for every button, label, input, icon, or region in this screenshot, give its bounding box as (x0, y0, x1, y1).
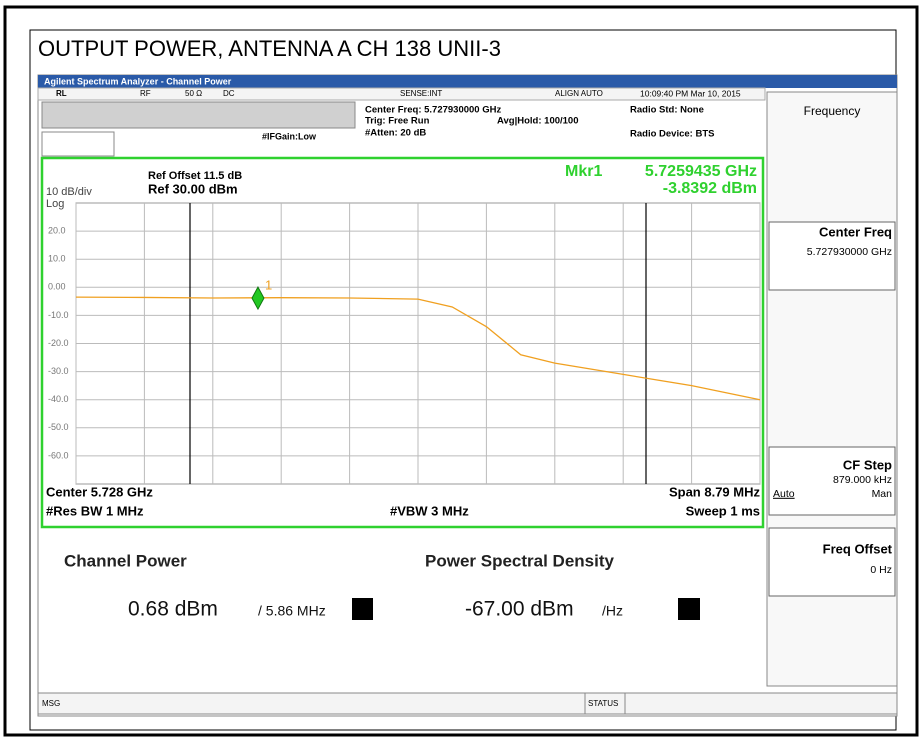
y-tick-label: 0.00 (48, 282, 66, 292)
res-bw: #Res BW 1 MHz (46, 503, 144, 518)
softkey-panel (766, 91, 898, 687)
status: #IFGain:Low (262, 131, 317, 141)
scale-type: Log (46, 198, 64, 210)
status: Radio Std: None (630, 105, 704, 116)
softkey-menu: Frequency (804, 104, 861, 118)
marker-freq: 5.7259435 GHz (645, 163, 757, 180)
softkey-option: Auto (773, 488, 795, 500)
psd-label: Power Spectral Density (425, 551, 615, 570)
y-tick-label: -60.0 (48, 450, 69, 460)
status-label: STATUS (588, 699, 618, 708)
status: Avg|Hold: 100/100 (497, 116, 579, 127)
y-tick-label: -10.0 (48, 310, 69, 320)
y-tick-label: 20.0 (48, 225, 66, 235)
status: #Atten: 20 dB (365, 128, 426, 139)
y-tick-label: -30.0 (48, 366, 69, 376)
status: Trig: Free Run (365, 116, 430, 127)
indicator (352, 598, 373, 620)
softkey[interactable] (768, 221, 896, 291)
indicator (678, 598, 700, 620)
message-bar (37, 692, 898, 715)
marker-level: -3.8392 dBm (663, 180, 757, 197)
channel-power-label: Channel Power (64, 551, 187, 570)
page-title: OUTPUT POWER, ANTENNA A CH 138 UNII-3 (38, 36, 501, 61)
title-bar (38, 75, 897, 88)
psd-unit: /Hz (602, 603, 623, 619)
status: Center Freq: 5.727930000 GHz (365, 105, 501, 116)
status: Radio Device: BTS (630, 129, 714, 140)
y-tick-label: -40.0 (48, 394, 69, 404)
softkey[interactable] (768, 527, 896, 597)
softkey-label: Freq Offset (823, 541, 893, 556)
ref-offset: Ref Offset 11.5 dB (148, 170, 242, 182)
sweep: Sweep 1 ms (686, 503, 760, 518)
softkey[interactable] (768, 446, 896, 516)
status: ALIGN AUTO (555, 89, 603, 98)
status: RL (56, 89, 67, 98)
softkey-label: Center Freq (819, 224, 892, 239)
softkey-label: CF Step (843, 457, 892, 472)
channel-bw: / 5.86 MHz (258, 603, 326, 619)
softkey-value: 879.000 kHz (833, 474, 892, 486)
softkey-option: Man (872, 488, 893, 500)
msg: MSG (42, 699, 60, 708)
status-row (37, 87, 766, 101)
status: 10:09:40 PM Mar 10, 2015 (640, 88, 741, 98)
window-title: Agilent Spectrum Analyzer - Channel Powe… (44, 76, 232, 86)
status: 50 Ω (185, 89, 202, 98)
y-tick-label: 10.0 (48, 254, 66, 264)
y-tick-label: -50.0 (48, 422, 69, 432)
input-box (41, 101, 356, 129)
span: Span 8.79 MHz (669, 484, 761, 499)
status: RF (140, 89, 151, 98)
trace (75, 296, 761, 401)
ref-level: Ref 30.00 dBm (148, 181, 238, 196)
marker-number: 1 (265, 278, 272, 293)
graph-panel (40, 156, 765, 529)
channel-power: 0.68 dBm (128, 598, 218, 621)
marker-label: Mkr1 (565, 163, 602, 180)
center: Center 5.728 GHz (46, 484, 153, 499)
status: SENSE:INT (400, 89, 442, 98)
status: DC (223, 89, 235, 98)
softkey-value: 5.727930000 GHz (807, 246, 892, 258)
scale: 10 dB/div (46, 186, 92, 198)
input-box (41, 131, 115, 157)
vbw: #VBW 3 MHz (390, 503, 469, 518)
softkey-value: 0 Hz (870, 564, 892, 576)
psd: -67.00 dBm (465, 598, 574, 621)
y-tick-label: -20.0 (48, 338, 69, 348)
marker (251, 286, 265, 311)
